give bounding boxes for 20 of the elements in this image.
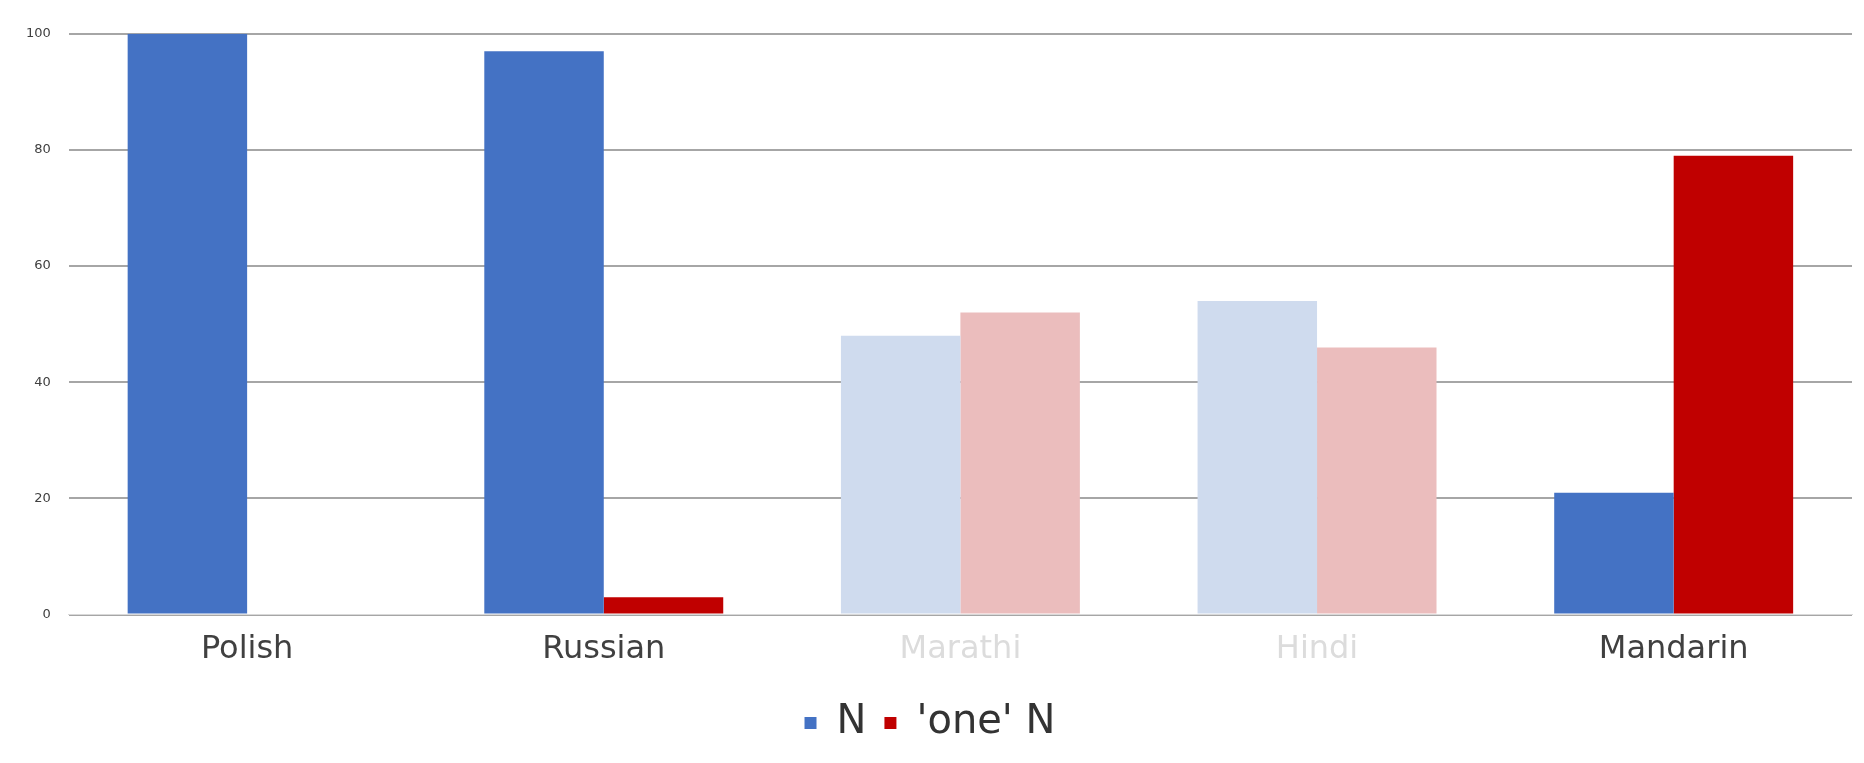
y-tick-label: 40 (34, 373, 51, 389)
bar (603, 597, 724, 614)
bar (1554, 492, 1674, 614)
bar (1197, 300, 1318, 614)
bar (840, 335, 961, 614)
bar (960, 312, 1080, 614)
bar (484, 51, 604, 614)
x-tick-label: Polish (200, 628, 294, 667)
x-tick-label: Mandarin (1598, 628, 1749, 667)
bar (1673, 155, 1794, 614)
bar (127, 33, 248, 614)
x-tick-label: Russian (542, 628, 666, 667)
bar (1317, 347, 1437, 614)
y-tick-label: 60 (34, 257, 51, 273)
y-tick-label: 80 (34, 141, 51, 157)
legend-label: N (836, 696, 867, 743)
y-tick-label: 20 (34, 489, 51, 505)
y-tick-label: 100 (25, 25, 51, 41)
y-tick-label: 0 (42, 605, 51, 621)
legend-label: 'one' N (916, 696, 1056, 743)
